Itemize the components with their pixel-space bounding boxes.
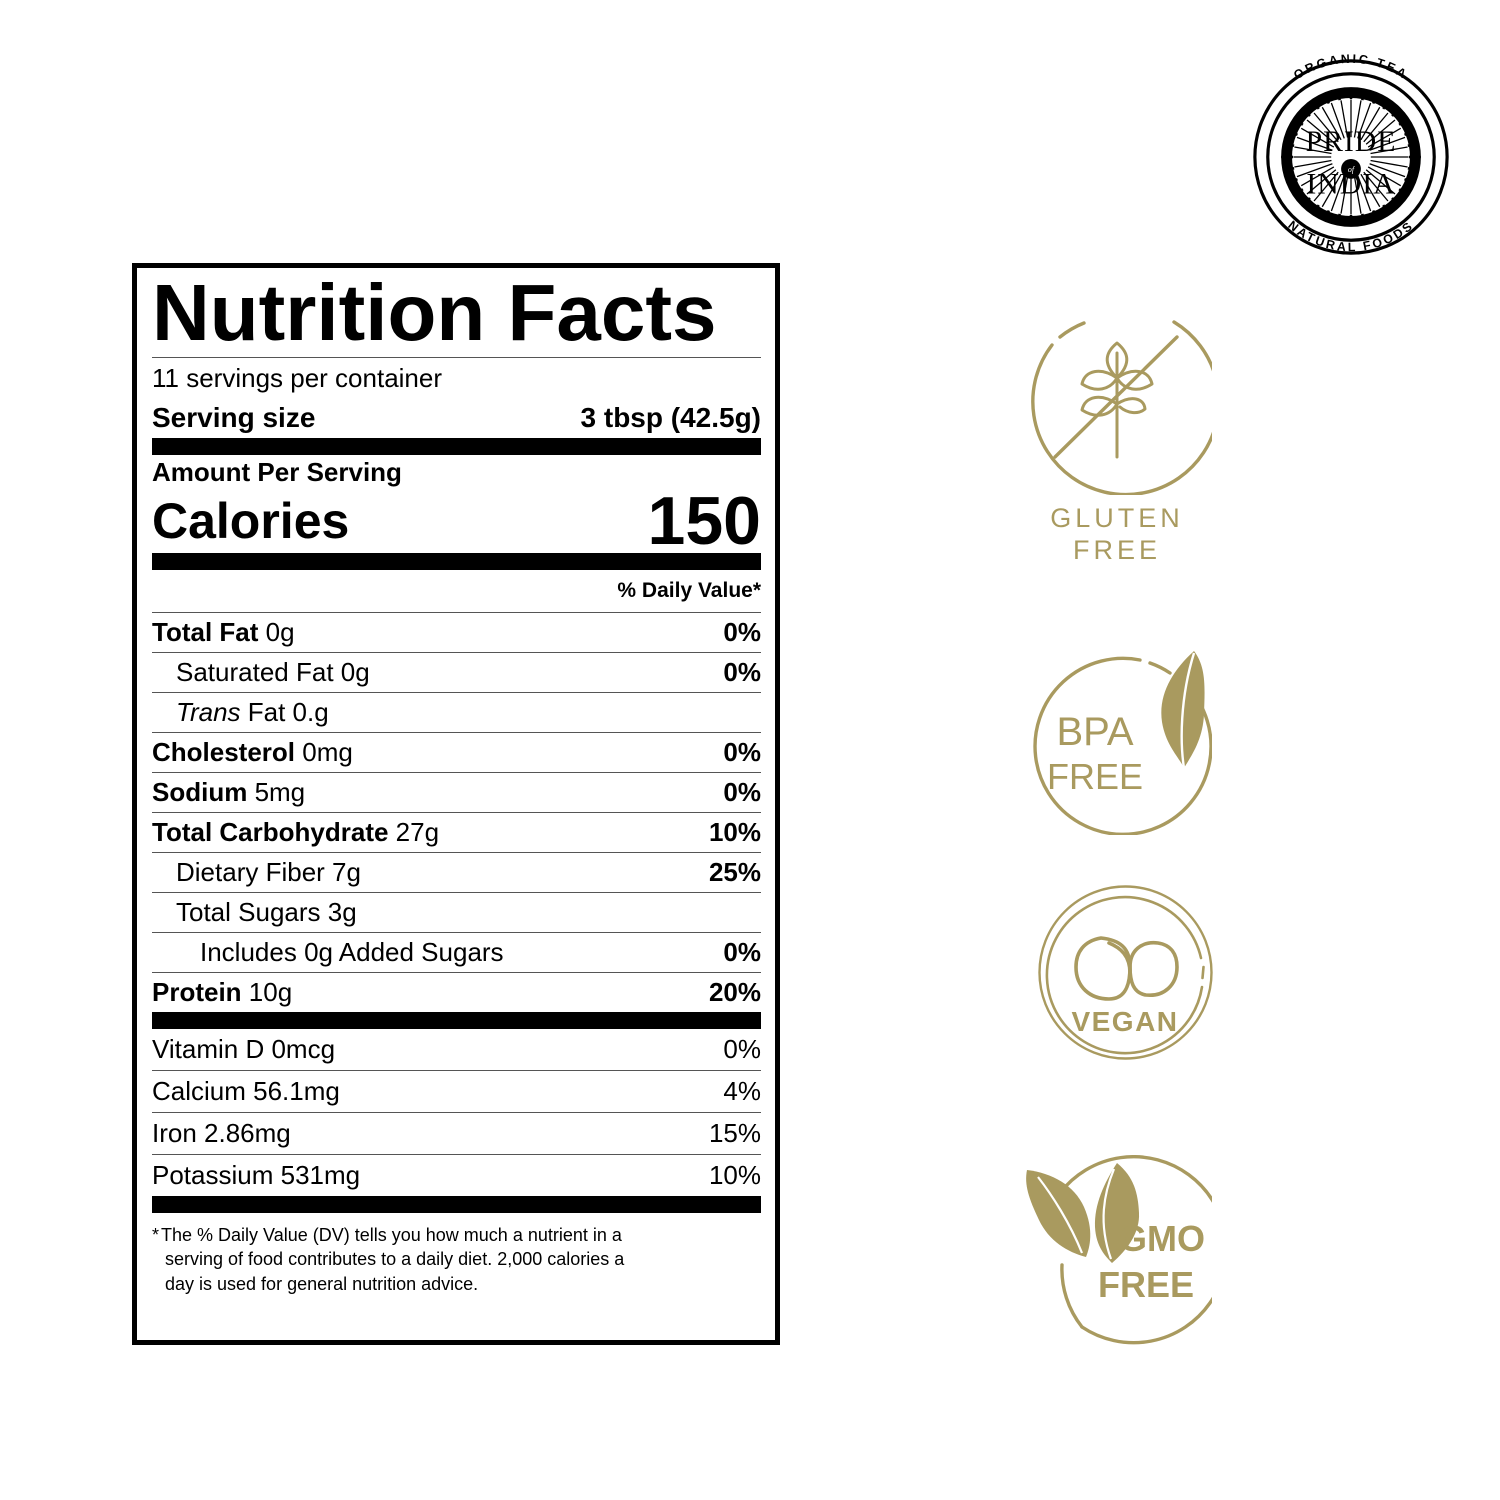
svg-text:GMO: GMO <box>1119 1218 1205 1259</box>
svg-text:BPA: BPA <box>1056 710 1133 754</box>
svg-text:ORGANIC TEA: ORGANIC TEA <box>1291 52 1411 83</box>
svg-text:VEGAN: VEGAN <box>1071 1006 1178 1037</box>
svg-text:FREE: FREE <box>1098 1264 1194 1305</box>
svg-text:FREE: FREE <box>1047 756 1143 797</box>
svg-text:PRIDE: PRIDE <box>1306 126 1397 158</box>
